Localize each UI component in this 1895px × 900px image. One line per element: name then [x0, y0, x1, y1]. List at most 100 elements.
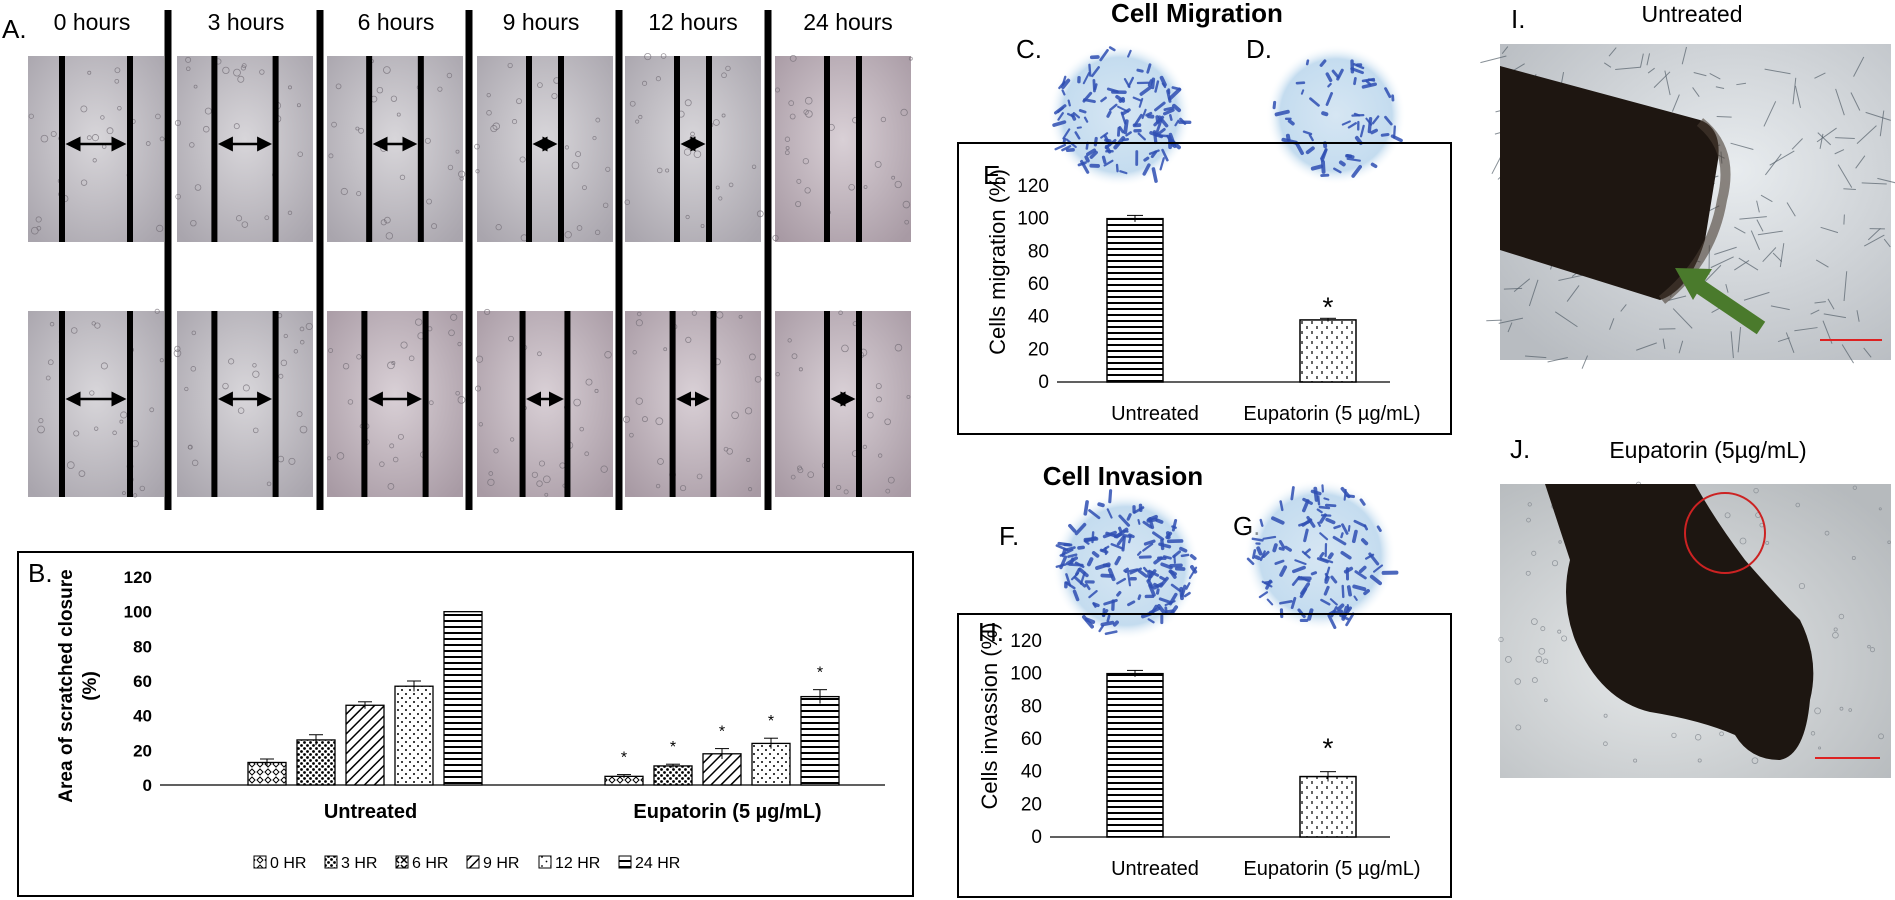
cell-dot	[571, 161, 580, 170]
bar-12-hr	[443, 611, 483, 786]
cell-speck	[1544, 698, 1548, 703]
cell-dot	[718, 196, 723, 201]
cell-speck	[1887, 540, 1891, 545]
cell-dot	[187, 444, 193, 450]
cell-dot	[174, 119, 182, 126]
cell-fiber	[1850, 92, 1861, 111]
time-label: 3 hours	[208, 9, 285, 35]
cell-dot	[519, 156, 526, 163]
cell-dot	[787, 338, 792, 343]
cell-dot	[642, 80, 648, 86]
cell-speck	[1694, 734, 1702, 741]
significance-star: *	[670, 739, 676, 756]
cell-fiber	[1692, 87, 1700, 98]
cell-dot	[259, 69, 265, 75]
cell-dot	[175, 193, 181, 200]
cell-dot	[887, 476, 895, 484]
stained-cell	[1279, 600, 1293, 605]
cell-dot	[884, 418, 891, 426]
stained-cell	[1369, 574, 1382, 586]
cell-dot	[355, 126, 360, 131]
cell-fiber	[1772, 252, 1783, 262]
stained-cell	[1266, 598, 1274, 606]
cell-fiber	[1507, 322, 1513, 333]
stained-cell	[1163, 106, 1174, 112]
cell-fiber	[1671, 94, 1680, 112]
stained-cell	[1251, 537, 1264, 542]
cell-speck	[1603, 713, 1608, 718]
stained-cell	[1142, 163, 1151, 176]
cell-dot	[392, 456, 399, 463]
legend-swatch	[618, 855, 632, 869]
stained-cell	[1341, 523, 1349, 535]
cell-dot	[475, 169, 480, 174]
cell-dot	[327, 456, 332, 461]
stained-cell	[1155, 118, 1163, 134]
stained-cell	[1345, 612, 1355, 627]
cell-fiber	[1879, 110, 1885, 137]
cell-dot	[789, 113, 796, 120]
cell-dot	[132, 493, 138, 498]
legend-swatch	[324, 855, 338, 869]
panel-e-label: E.	[983, 160, 1008, 190]
stained-cell	[1358, 565, 1367, 574]
stained-cell	[1100, 96, 1107, 103]
cell-dot	[35, 216, 42, 223]
cell-dot	[299, 339, 305, 345]
stained-cell	[1302, 130, 1313, 136]
stained-cell	[1061, 548, 1067, 558]
stained-cell	[1150, 77, 1156, 90]
cell-dot	[184, 386, 189, 392]
stained-cell	[1373, 564, 1384, 573]
cell-dot	[798, 367, 803, 372]
stained-cell	[1055, 544, 1068, 551]
time-label: 0 hours	[54, 9, 131, 35]
cell-dot	[754, 375, 762, 383]
bar-untreated	[1106, 672, 1164, 838]
cell-speck	[1851, 556, 1856, 560]
cell-speck	[1525, 570, 1531, 576]
stained-cell	[1143, 539, 1156, 546]
cell-dot	[790, 474, 796, 480]
micrograph	[327, 56, 463, 242]
cell-dot	[751, 164, 757, 169]
stained-cell	[1359, 124, 1365, 138]
cell-dot	[297, 151, 303, 157]
cell-dot	[784, 150, 790, 156]
cell-dot	[347, 399, 354, 405]
time-label: 24 hours	[803, 9, 893, 35]
stained-cell	[1168, 132, 1177, 149]
stained-cell	[1376, 525, 1382, 532]
cell-fiber	[1823, 313, 1847, 319]
stained-cell	[1278, 546, 1285, 551]
stained-cell	[1083, 116, 1089, 123]
cell-fiber	[1609, 318, 1615, 330]
scratch-assay-grid: 0 hours 3 hours 6 hours 9 hours 12 hours 24 h…	[28, 9, 913, 510]
cell-speck	[1795, 502, 1801, 508]
legend-label: 3 HR	[341, 855, 377, 872]
cell-dot	[437, 86, 443, 92]
cell-fiber	[1794, 327, 1818, 332]
stained-cell	[1137, 550, 1142, 556]
cell-dot	[713, 119, 720, 126]
cell-dot	[746, 457, 751, 462]
stained-cell	[1368, 552, 1380, 566]
stained-cell	[1352, 584, 1367, 592]
stained-cell	[1340, 532, 1344, 539]
y-tick-label: 0	[1031, 827, 1042, 848]
stained-cell	[1310, 164, 1324, 171]
cell-fiber	[1827, 298, 1835, 310]
stained-cell	[1067, 553, 1078, 558]
panel-f-label: F.	[999, 521, 1019, 551]
stained-cell	[1138, 97, 1144, 108]
cell-fiber	[1736, 82, 1747, 86]
cell-dot	[228, 358, 235, 365]
cell-dot	[287, 85, 292, 90]
stained-cell	[1333, 609, 1344, 615]
cell-dot	[45, 375, 51, 381]
cell-dot	[159, 136, 165, 142]
cell-dot	[595, 117, 601, 123]
stained-cell	[1169, 114, 1173, 121]
cell-speck	[1551, 560, 1559, 567]
cell-dot	[114, 67, 121, 74]
